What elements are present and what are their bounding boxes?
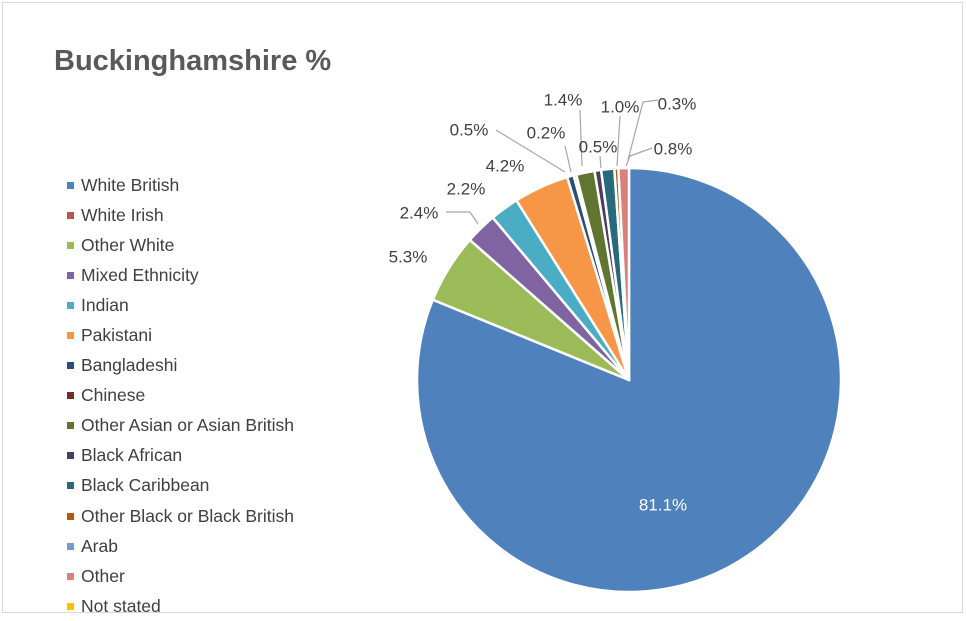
leader-line-chinese: [564, 145, 572, 173]
legend-swatch: [67, 181, 74, 189]
legend-swatch: [67, 452, 74, 460]
legend-swatch: [67, 572, 74, 580]
data-label-white-british: 81.1%: [639, 495, 687, 514]
legend-label: Pakistani: [81, 325, 153, 346]
legend-item-chinese: Chinese: [67, 381, 294, 411]
data-label-other-asian-or-asian-british: 1.4%: [544, 90, 583, 109]
legend-swatch: [67, 392, 74, 400]
legend-label: Other Black or Black British: [81, 505, 294, 526]
data-label-black-caribbean: 1.0%: [601, 97, 640, 116]
legend-label: Black African: [81, 445, 183, 466]
legend-label: Chinese: [81, 385, 146, 406]
data-label-other: 0.8%: [654, 139, 693, 158]
legend-item-other-white: Other White: [67, 230, 294, 260]
legend-item-white-irish: White Irish: [67, 200, 294, 230]
data-label-other-white: 5.3%: [389, 247, 428, 266]
legend-item-other-black-or-black-british: Other Black or Black British: [67, 501, 294, 531]
legend-item-other-asian-or-asian-british: Other Asian or Asian British: [67, 411, 294, 441]
legend-item-other: Other: [67, 561, 294, 591]
legend-swatch: [67, 512, 74, 520]
legend-swatch: [67, 271, 74, 279]
data-label-pakistani: 4.2%: [486, 156, 525, 175]
legend-swatch: [67, 241, 74, 249]
legend-label: Not stated: [81, 595, 161, 616]
legend-swatch: [67, 211, 74, 219]
legend-item-white-british: White British: [67, 170, 294, 200]
legend-item-arab: Arab: [67, 531, 294, 561]
leader-line-bangladeshi: [495, 129, 566, 173]
legend-label: Black Caribbean: [81, 475, 210, 496]
legend-label: Other White: [81, 234, 175, 255]
data-label-bangladeshi: 0.5%: [450, 120, 489, 139]
data-label-chinese: 0.2%: [527, 123, 566, 142]
legend-label: Other Asian or Asian British: [81, 415, 295, 436]
legend-swatch: [67, 301, 74, 309]
leader-line-black-caribbean: [616, 115, 621, 167]
legend-label: Other: [81, 565, 125, 586]
data-label-indian: 2.2%: [447, 179, 486, 198]
data-label-other-black-or-black-british: 0.3%: [658, 94, 697, 113]
legend-swatch: [67, 332, 74, 340]
legend-label: Arab: [81, 535, 118, 556]
leader-line-other: [625, 147, 653, 167]
chart-legend: White British White Irish Other White Mixed…: [67, 170, 294, 621]
leader-line-other-black-or-black-british: [627, 99, 659, 161]
legend-item-indian: Indian: [67, 290, 294, 320]
legend-item-not-stated: Not stated: [67, 591, 294, 621]
legend-item-black-african: Black African: [67, 441, 294, 471]
legend-item-bangladeshi: Bangladeshi: [67, 351, 294, 381]
chart-title: Buckinghamshire %: [54, 45, 332, 77]
leader-line-other-asian-or-asian-british: [579, 109, 583, 167]
legend-swatch: [67, 602, 74, 610]
legend-label: White Irish: [81, 204, 164, 225]
legend-swatch: [67, 422, 74, 430]
data-label-mixed-ethnicity: 2.4%: [400, 203, 439, 222]
leader-line-black-african: [599, 155, 602, 169]
legend-item-pakistani: Pakistani: [67, 320, 294, 350]
pie-slice-white-british: [415, 166, 843, 594]
legend-item-black-caribbean: Black Caribbean: [67, 471, 294, 501]
legend-swatch: [67, 482, 74, 490]
legend-swatch: [67, 542, 74, 550]
legend-label: Mixed Ethnicity: [81, 264, 199, 285]
legend-label: White British: [81, 174, 180, 195]
data-label-black-african: 0.5%: [579, 137, 618, 156]
pie-slice-other: [617, 166, 631, 382]
legend-item-mixed-ethnicity: Mixed Ethnicity: [67, 260, 294, 290]
legend-swatch: [67, 362, 74, 370]
legend-label: Bangladeshi: [81, 355, 178, 376]
leader-line-mixed-ethnicity: [446, 211, 479, 225]
legend-label: Indian: [81, 294, 129, 315]
